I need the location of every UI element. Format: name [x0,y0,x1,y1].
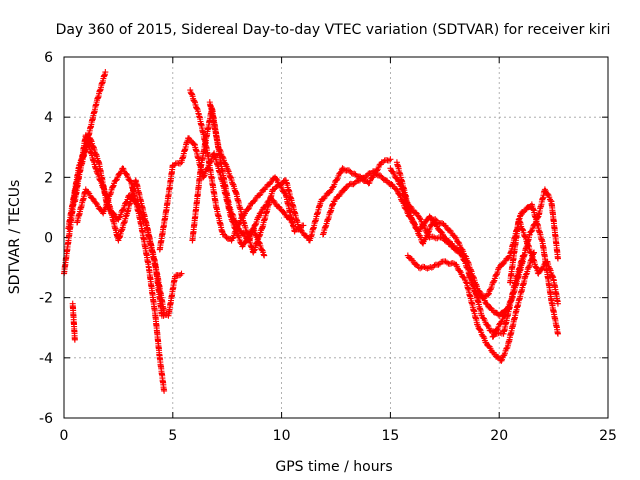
data-point [102,69,109,76]
data-point [346,167,353,174]
data-point [93,200,100,207]
data-point [221,231,228,238]
data-point [273,175,280,182]
data-point [503,346,510,353]
y-axis-label: SDTVAR / TECUs [7,180,23,295]
data-point [438,234,445,241]
series-track-15 [489,186,561,340]
y-tick-label: -2 [39,291,53,307]
data-point [435,261,442,268]
x-tick-label: 20 [490,428,508,444]
x-tick-label: 10 [273,428,291,444]
data-point [458,251,465,258]
data-point [554,330,561,337]
x-tick-label: 5 [168,428,177,444]
data-point [443,259,450,266]
series-track-4 [71,132,185,319]
data-point [476,326,483,333]
data-point [116,214,123,221]
series-track-10 [319,168,468,259]
data-point [261,252,268,259]
data-point [396,191,403,198]
data-point [498,357,505,364]
data-point [297,226,304,233]
data-series [61,69,561,394]
plot-frame [63,56,609,419]
data-point [500,260,507,267]
data-point [161,387,168,394]
data-point [528,228,535,235]
data-point [257,210,264,217]
data-point [490,333,497,340]
data-point [554,255,561,262]
data-point [341,187,348,194]
y-tick-label: 4 [44,110,53,126]
data-point [505,304,512,311]
data-point [417,215,424,222]
data-point [554,300,561,307]
data-point [457,267,464,274]
data-point [477,293,484,300]
data-point [245,206,252,213]
data-point [123,170,130,177]
data-point [85,189,92,196]
data-point [435,219,441,226]
data-point [508,297,515,304]
data-point [353,178,360,185]
y-tick-label: -4 [39,351,53,367]
data-point [501,312,508,319]
y-tick-label: 6 [44,50,53,66]
data-point [420,222,427,229]
data-point [547,197,554,204]
data-point [371,168,378,175]
x-tick-label: 25 [599,428,617,444]
data-point [387,156,394,163]
data-point [393,175,400,182]
y-tick-label: 0 [44,231,53,247]
data-point [413,225,420,232]
data-point [289,219,296,226]
data-point [431,262,438,269]
y-tick-label: -6 [39,411,53,427]
data-point [177,272,184,279]
series-track-2 [69,300,78,343]
x-tick-label: 15 [381,428,399,444]
chart-title: Day 360 of 2015, Sidereal Day-to-day VTE… [56,22,611,38]
data-point [251,198,258,205]
data-point [534,214,541,221]
y-tick-label: 2 [44,170,53,186]
x-axis-label: GPS time / hours [275,459,392,475]
data-point [280,208,287,215]
series-track-5 [74,165,168,394]
data-point [538,266,545,273]
series-track-16 [507,216,561,307]
data-point [407,203,414,210]
data-point [89,195,96,202]
data-point [421,263,428,270]
data-point [178,270,185,277]
data-point [123,199,130,206]
data-point [113,177,120,184]
data-point [229,235,236,242]
data-point [330,184,337,191]
data-point [337,169,344,176]
data-point [410,218,417,225]
data-point [432,216,439,223]
data-point [455,239,462,246]
data-point [300,222,307,229]
tick-labels: 0 5 10 15 20 25 -6 -4 -2 0 2 4 6 [39,50,617,444]
series-track-9 [206,99,394,256]
x-tick-label: 0 [60,428,69,444]
data-point [484,322,491,329]
data-point [422,235,429,242]
data-point [71,336,78,343]
data-point [385,157,392,164]
data-point [441,237,448,244]
